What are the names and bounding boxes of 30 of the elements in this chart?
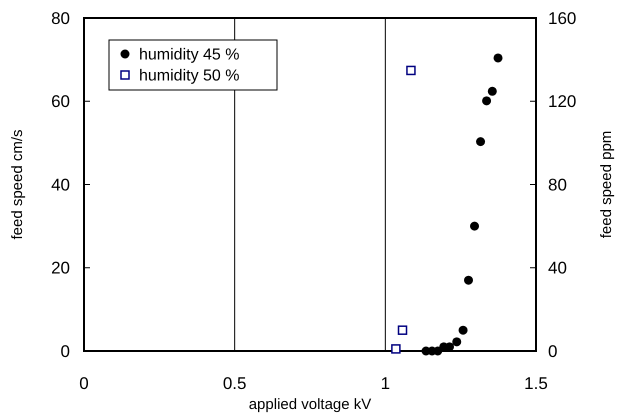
y-tick-label: 40 xyxy=(51,175,70,194)
y2-axis-title: feed speed ppm xyxy=(598,130,615,238)
point xyxy=(482,96,492,106)
y-tick-label: 20 xyxy=(51,258,70,278)
point xyxy=(470,222,480,231)
legend-label: humidity 45 % xyxy=(139,46,240,64)
y-tick-label: 60 xyxy=(51,92,70,112)
y2-tick-label: 0 xyxy=(548,342,558,361)
y2-tick-label: 40 xyxy=(548,258,567,278)
x-tick-label: 0 xyxy=(79,374,89,393)
point xyxy=(398,325,408,335)
point xyxy=(452,337,462,346)
point xyxy=(406,66,416,76)
y2-tick-label: 120 xyxy=(548,92,576,112)
point xyxy=(488,86,497,96)
x-tick-label: 0.5 xyxy=(222,374,246,393)
point xyxy=(458,326,468,335)
x-tick-label: 1.5 xyxy=(524,374,548,393)
point xyxy=(494,53,503,62)
y-tick-label: 0 xyxy=(60,342,70,361)
y2-tick-label: 80 xyxy=(548,175,567,194)
y-tick-label: 80 xyxy=(51,8,70,28)
x-tick-label: 1 xyxy=(380,374,390,393)
legend-label: humidity 50 % xyxy=(139,68,240,85)
y-axis-title: feed speed cm/s xyxy=(9,129,26,240)
point xyxy=(464,276,473,285)
x-axis-title: applied voltage kV xyxy=(248,396,372,413)
point xyxy=(391,344,401,354)
y2-tick-label: 160 xyxy=(548,8,576,28)
point xyxy=(476,137,486,146)
